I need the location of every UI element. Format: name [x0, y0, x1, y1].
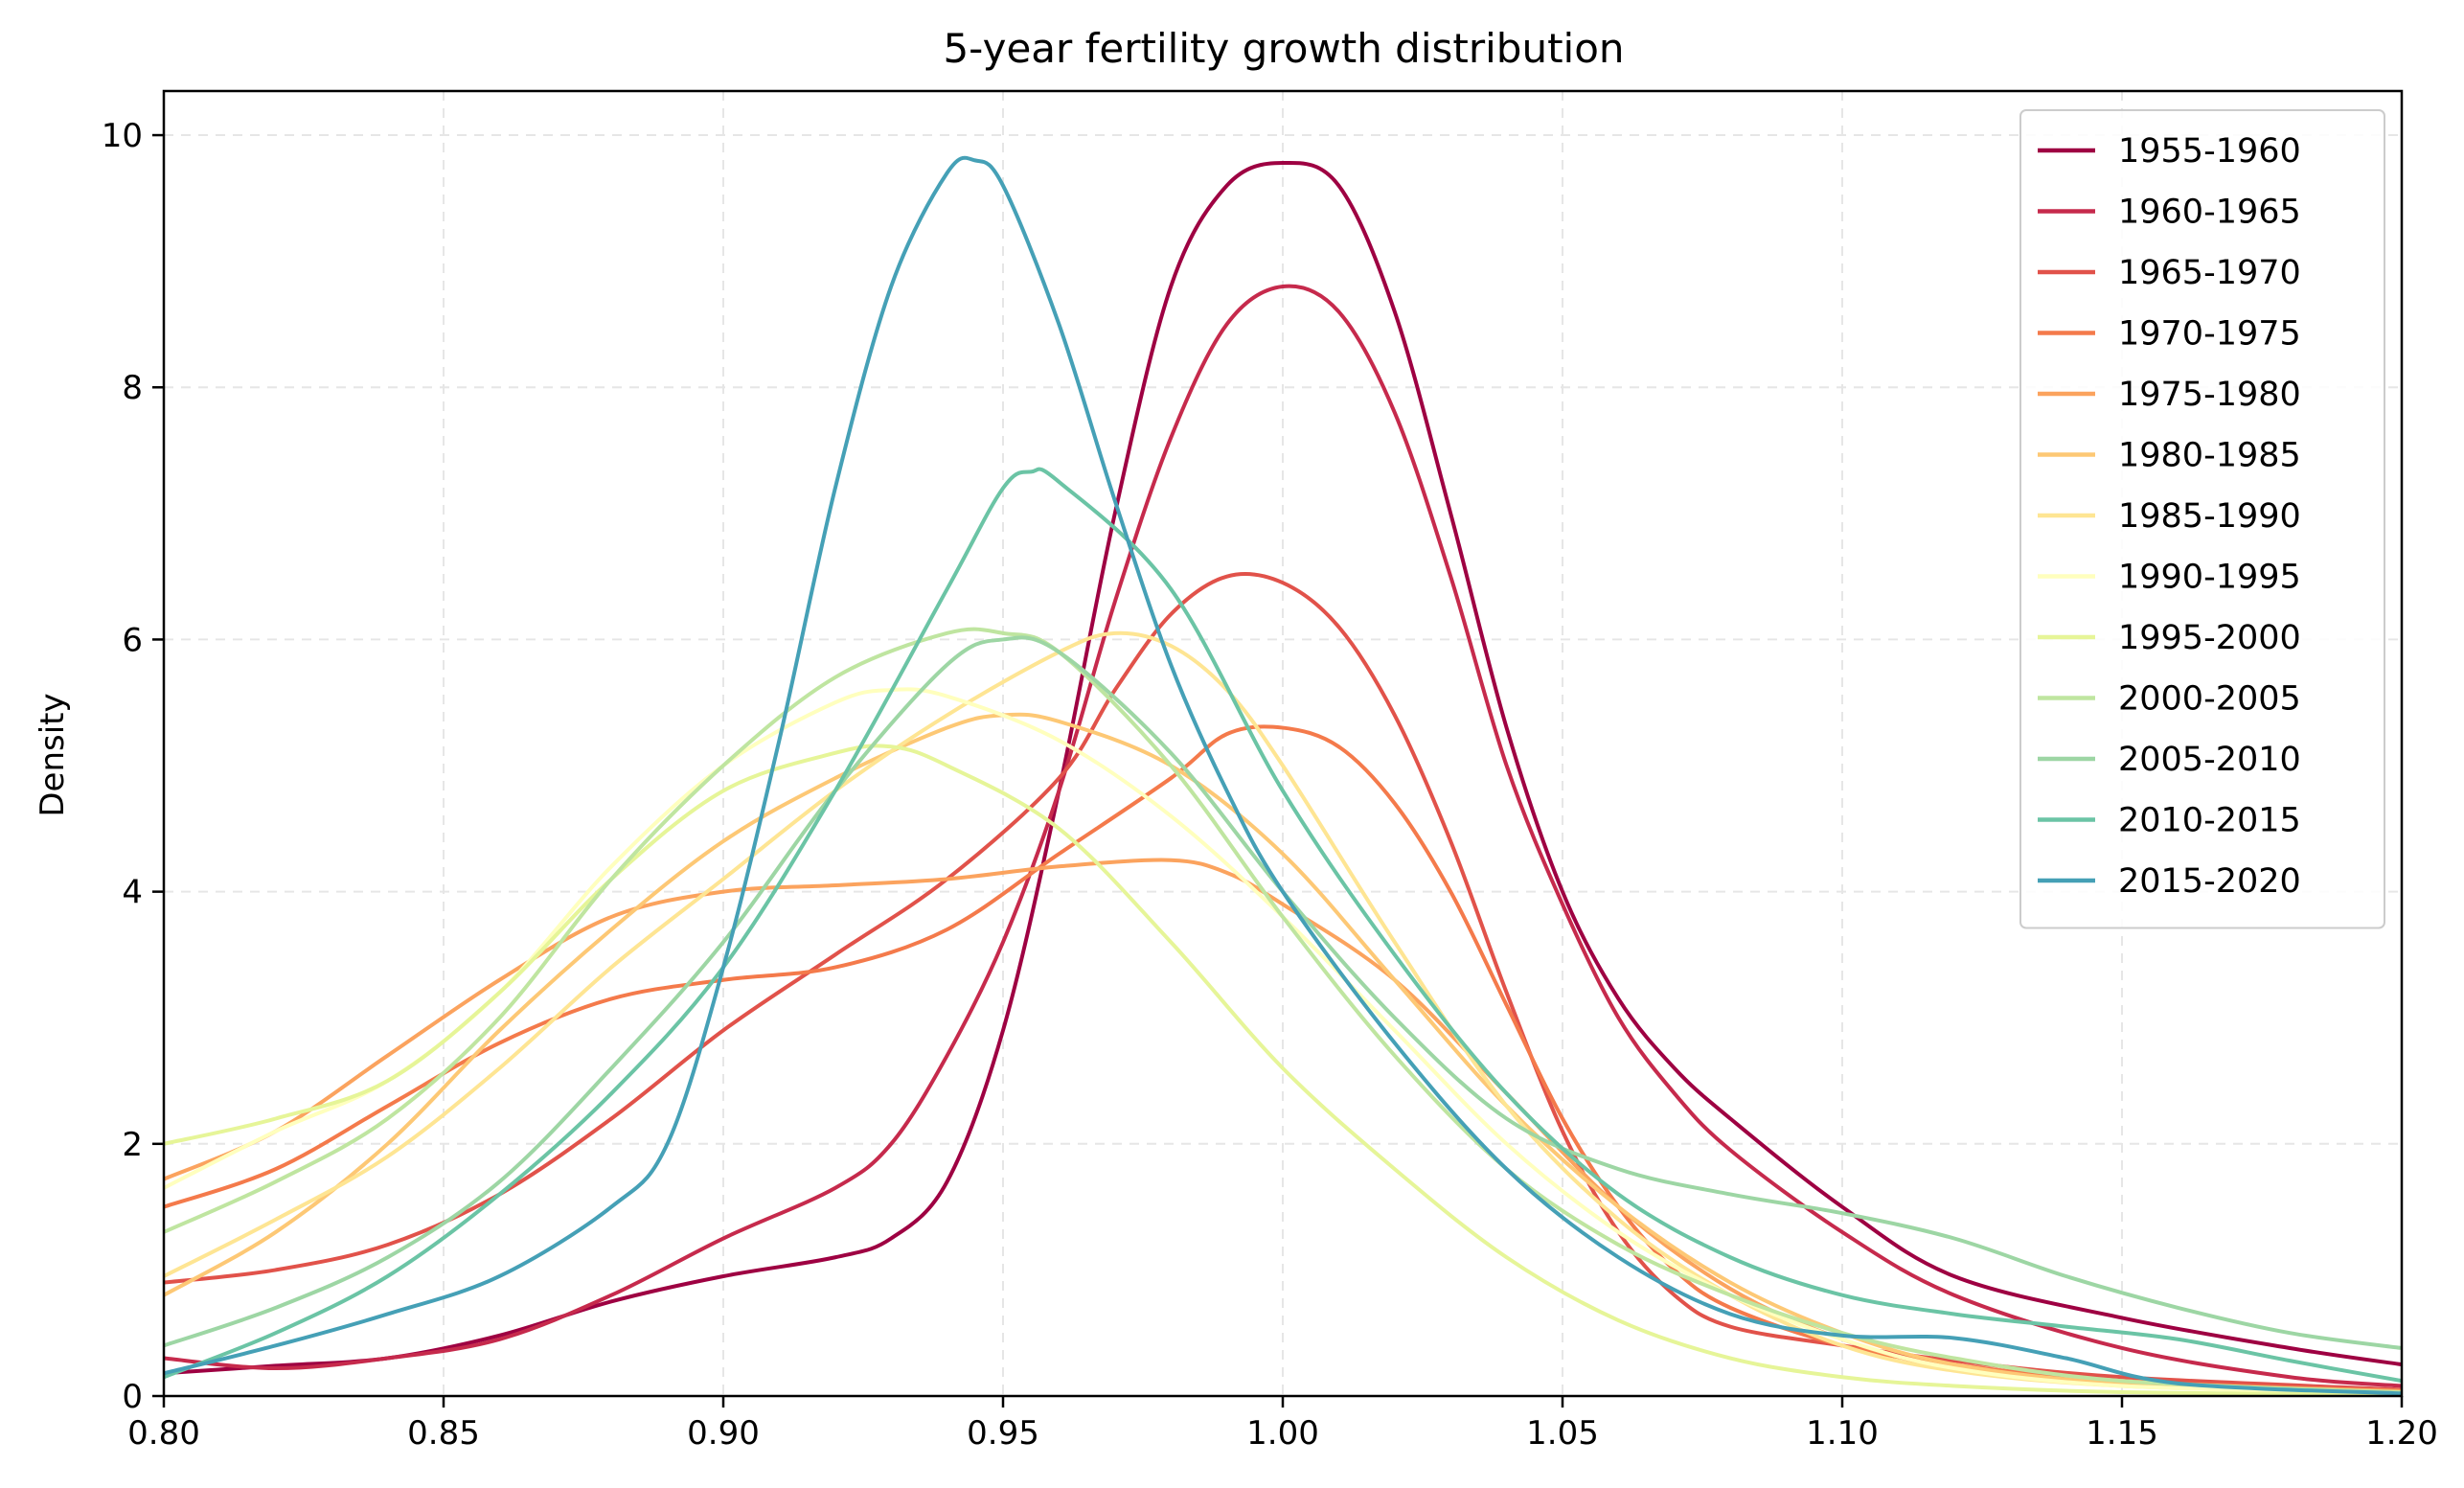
- y-tick-label: 0: [122, 1378, 143, 1416]
- y-tick-label: 4: [122, 874, 143, 912]
- legend-label: 1965-1970: [2118, 254, 2301, 292]
- legend-label: 1955-1960: [2118, 132, 2301, 171]
- legend-label: 1980-1985: [2118, 437, 2301, 475]
- series-line-1980-1985: [164, 712, 2402, 1395]
- legend-label: 1970-1975: [2118, 315, 2301, 354]
- legend-label: 1985-1990: [2118, 497, 2301, 536]
- axis-ticks: 0.80 0.85 0.90 0.95 1.00 1.05 1.10 1.15 1.20 0 2 4 6…: [102, 117, 2438, 1453]
- x-tick-label: 0.90: [687, 1414, 760, 1453]
- series-line-1995-2000: [164, 744, 2402, 1396]
- x-tick-label: 1.00: [1246, 1414, 1319, 1453]
- legend-label: 1975-1980: [2118, 376, 2301, 414]
- legend: 1955-1960 1960-1965 1965-1970 1970-1975 1975…: [2019, 109, 2385, 929]
- series-line-2015-2020: [164, 155, 2402, 1396]
- series-line-1965-1970: [164, 571, 2402, 1392]
- legend-label: 2015-2020: [2118, 862, 2301, 901]
- legend-label: 1990-1995: [2118, 559, 2301, 597]
- legend-label: 1995-2000: [2118, 619, 2301, 657]
- series-line-2005-2010: [164, 635, 2402, 1350]
- x-tick-label: 1.05: [1526, 1414, 1599, 1453]
- legend-label: 1960-1965: [2118, 194, 2301, 232]
- x-tick-label: 0.95: [967, 1414, 1039, 1453]
- x-tick-label: 1.20: [2365, 1414, 2438, 1453]
- series-line-1955-1960: [164, 160, 2402, 1376]
- y-axis-title: Density: [34, 693, 72, 816]
- legend-box: [2019, 109, 2385, 929]
- x-tick-label: 0.85: [407, 1414, 480, 1453]
- y-tick-label: 10: [102, 117, 143, 155]
- series-line-1960-1965: [164, 284, 2402, 1388]
- y-tick-label: 6: [122, 621, 143, 659]
- legend-label: 2005-2010: [2118, 741, 2301, 779]
- legend-label: 2010-2015: [2118, 802, 2301, 840]
- x-tick-label: 1.15: [2086, 1414, 2158, 1453]
- series-line-2010-2015: [164, 467, 2402, 1384]
- y-tick-label: 2: [122, 1126, 143, 1164]
- x-tick-label: 1.10: [1806, 1414, 1879, 1453]
- chart-title: 5-year fertility growth distribution: [943, 25, 1624, 72]
- series-lines: [164, 155, 2402, 1396]
- x-tick-label: 0.80: [127, 1414, 200, 1453]
- legend-label: 2000-2005: [2118, 680, 2301, 719]
- series-line-1985-1990: [164, 630, 2402, 1396]
- y-tick-label: 8: [122, 369, 143, 407]
